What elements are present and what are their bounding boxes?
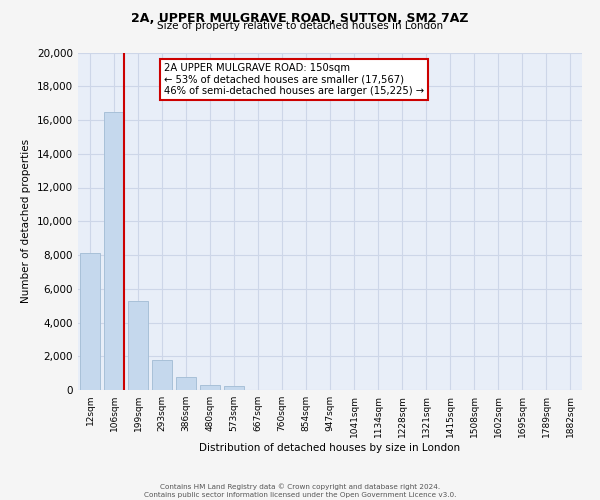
Text: 2A UPPER MULGRAVE ROAD: 150sqm
← 53% of detached houses are smaller (17,567)
46%: 2A UPPER MULGRAVE ROAD: 150sqm ← 53% of … — [164, 62, 424, 96]
Bar — [176, 377, 196, 390]
Text: 2A, UPPER MULGRAVE ROAD, SUTTON, SM2 7AZ: 2A, UPPER MULGRAVE ROAD, SUTTON, SM2 7AZ — [131, 12, 469, 26]
Bar — [152, 360, 172, 390]
Bar — [224, 386, 244, 390]
Bar — [200, 386, 220, 390]
Y-axis label: Number of detached properties: Number of detached properties — [22, 139, 31, 304]
Bar — [80, 254, 100, 390]
Text: Size of property relative to detached houses in London: Size of property relative to detached ho… — [157, 21, 443, 31]
Text: Contains HM Land Registry data © Crown copyright and database right 2024.
Contai: Contains HM Land Registry data © Crown c… — [144, 484, 456, 498]
Bar — [128, 300, 148, 390]
X-axis label: Distribution of detached houses by size in London: Distribution of detached houses by size … — [199, 442, 461, 452]
Bar — [104, 112, 124, 390]
